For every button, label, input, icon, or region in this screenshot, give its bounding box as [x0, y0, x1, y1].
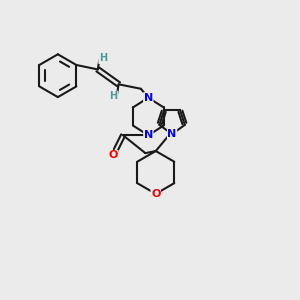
Text: N: N — [144, 130, 153, 140]
Text: N: N — [144, 93, 153, 103]
Text: O: O — [151, 189, 160, 199]
Text: H: H — [99, 53, 107, 64]
Text: O: O — [109, 151, 118, 160]
Text: H: H — [110, 91, 118, 101]
Text: N: N — [167, 129, 177, 139]
